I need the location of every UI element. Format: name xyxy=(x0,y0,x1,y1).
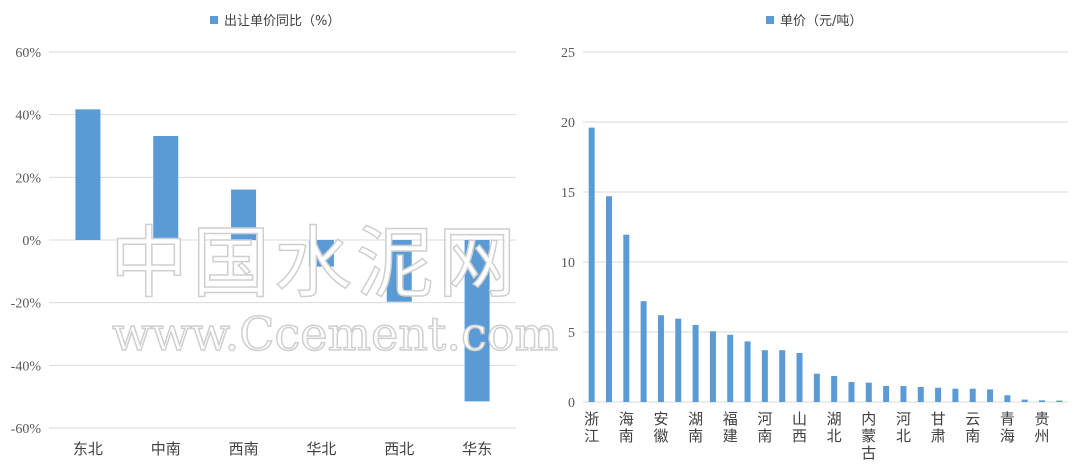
bar-item-13 xyxy=(813,373,820,402)
bar-湖北 xyxy=(831,375,838,402)
x-tick-label: 海 xyxy=(1000,427,1015,445)
bar-云南 xyxy=(969,388,976,402)
bar-山西 xyxy=(796,353,803,402)
bar-华北 xyxy=(308,240,334,267)
y-tick-label: 25 xyxy=(561,46,575,61)
x-tick-label: 河 xyxy=(896,410,911,428)
x-tick-label: 内 xyxy=(861,410,876,428)
y-tick-label: 0 xyxy=(568,396,575,411)
x-tick-label: 甘 xyxy=(931,410,946,428)
y-tick-label: 60% xyxy=(15,46,41,61)
bar-item-17 xyxy=(883,386,890,402)
y-tick-label: -40% xyxy=(11,359,42,374)
bar-item-9 xyxy=(744,341,751,402)
x-tick-label: 古 xyxy=(861,444,876,462)
x-tick-label: 湖 xyxy=(827,410,842,428)
x-tick-label: 江 xyxy=(584,427,599,445)
x-tick-label: 西 xyxy=(792,427,807,445)
bar-安徽 xyxy=(657,315,664,402)
x-tick-label: 蒙 xyxy=(861,427,876,445)
x-tick-label: 福 xyxy=(723,410,738,428)
x-tick-label: 西南 xyxy=(229,440,259,458)
legend-label: 出让单价同比（%） xyxy=(224,14,340,29)
bar-西南 xyxy=(231,189,257,240)
bar-item-7 xyxy=(709,331,716,402)
x-tick-label: 中南 xyxy=(151,440,181,458)
bar-item-11 xyxy=(779,350,786,402)
x-tick-label: 徽 xyxy=(653,427,668,445)
bar-item-5 xyxy=(675,318,682,402)
bar-海南 xyxy=(623,234,630,402)
x-tick-label: 山 xyxy=(792,410,807,428)
legend-label: 单价（元/吨） xyxy=(780,14,862,29)
x-tick-label: 安 xyxy=(653,410,668,428)
x-tick-label: 肃 xyxy=(931,427,946,445)
bar-湖南 xyxy=(692,325,699,402)
legend-swatch xyxy=(210,16,218,24)
bar-item-27 xyxy=(1056,400,1063,402)
bar-青海 xyxy=(1004,395,1011,402)
bar-西北 xyxy=(386,240,412,302)
x-tick-label: 青 xyxy=(1000,410,1015,428)
y-tick-label: 5 xyxy=(568,326,575,341)
bar-中南 xyxy=(153,135,179,240)
x-tick-label: 东北 xyxy=(73,440,103,458)
y-tick-label: 15 xyxy=(561,186,575,201)
bar-item-15 xyxy=(848,381,855,402)
y-tick-label: 20% xyxy=(15,171,41,186)
bar-item-25 xyxy=(1021,399,1028,402)
x-tick-label: 西北 xyxy=(384,440,414,458)
x-tick-label: 湖 xyxy=(688,410,703,428)
x-tick-label: 华北 xyxy=(306,440,336,458)
bar-福建 xyxy=(727,334,734,402)
bar-item-19 xyxy=(917,387,924,402)
x-tick-label: 海 xyxy=(619,410,634,428)
x-tick-label: 华东 xyxy=(462,440,492,458)
x-tick-label: 北 xyxy=(896,427,911,445)
bar-甘肃 xyxy=(935,387,942,402)
y-tick-label: 0% xyxy=(22,234,41,249)
bar-河南 xyxy=(761,350,768,402)
y-tick-label: -60% xyxy=(11,422,42,437)
bar-浙江 xyxy=(588,127,595,402)
x-tick-label: 州 xyxy=(1035,427,1050,445)
x-tick-label: 南 xyxy=(688,427,703,445)
legend-swatch xyxy=(766,16,774,24)
bar-华东 xyxy=(464,240,490,402)
bar-item-23 xyxy=(987,389,994,402)
x-tick-label: 南 xyxy=(619,427,634,445)
bar-item-1 xyxy=(605,196,612,402)
x-tick-label: 河 xyxy=(757,410,772,428)
bar-item-21 xyxy=(952,388,959,402)
x-tick-label: 南 xyxy=(757,427,772,445)
x-tick-label: 建 xyxy=(723,427,738,445)
y-tick-label: -20% xyxy=(11,297,42,312)
x-tick-label: 浙 xyxy=(584,410,599,428)
y-tick-label: 40% xyxy=(15,109,41,124)
y-tick-label: 20 xyxy=(561,116,575,131)
bar-item-3 xyxy=(640,301,647,402)
x-tick-label: 云 xyxy=(965,410,980,428)
x-tick-label: 贵 xyxy=(1035,410,1050,428)
watermark-url: www.Ccement.com xyxy=(112,307,558,361)
bar-东北 xyxy=(75,109,101,240)
bar-贵州 xyxy=(1039,400,1046,402)
x-tick-label: 南 xyxy=(965,427,980,445)
bar-内蒙古 xyxy=(865,382,872,402)
y-tick-label: 10 xyxy=(561,256,575,271)
x-tick-label: 北 xyxy=(827,427,842,445)
bar-河北 xyxy=(900,386,907,402)
watermark-text: 中国水泥网 xyxy=(110,219,520,309)
